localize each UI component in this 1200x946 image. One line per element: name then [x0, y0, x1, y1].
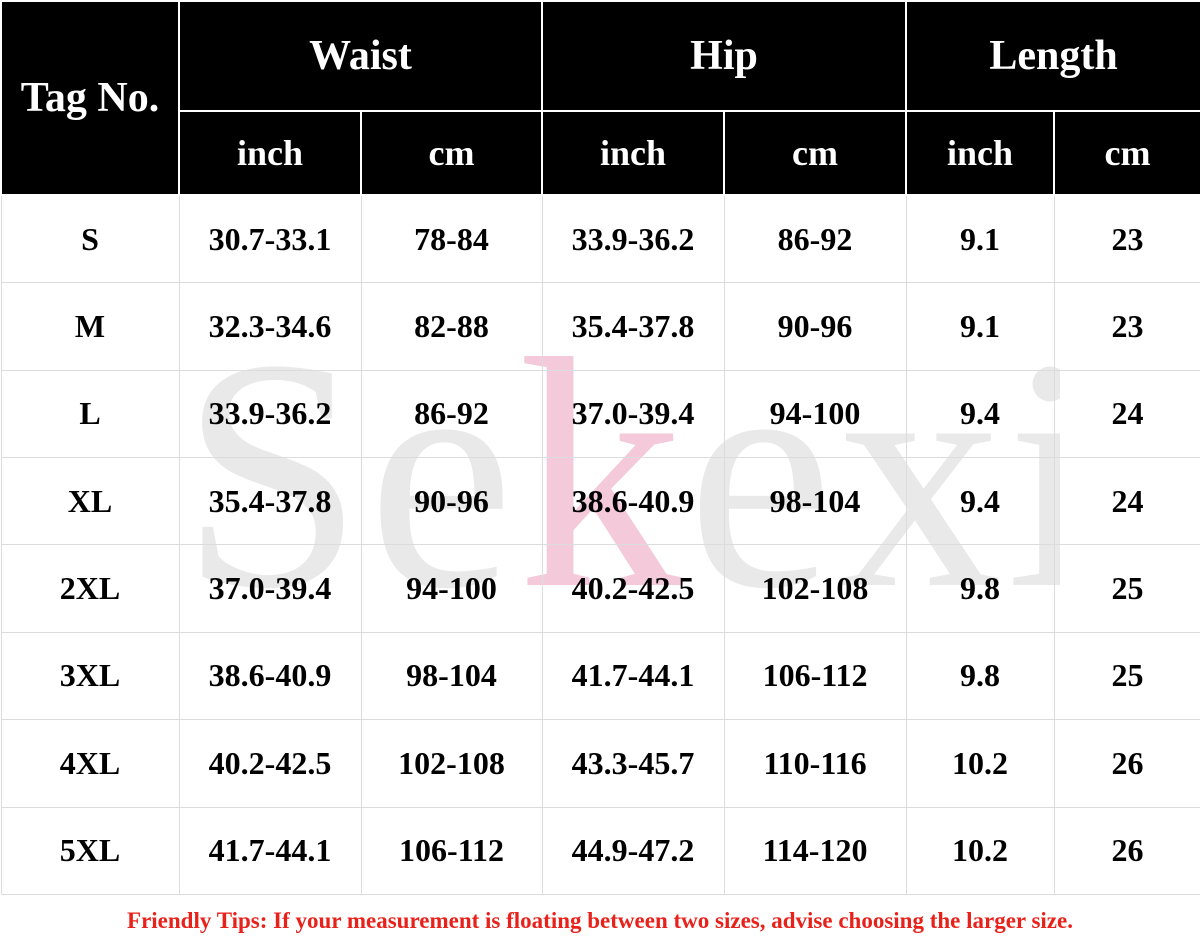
- table-row: XL 35.4-37.8 90-96 38.6-40.9 98-104 9.4 …: [0, 457, 1200, 546]
- table-row: 3XL 38.6-40.9 98-104 41.7-44.1 106-112 9…: [0, 631, 1200, 721]
- length-cm-cell: 26: [1053, 719, 1200, 808]
- waist-cm-cell: 82-88: [360, 282, 543, 371]
- length-cm-cell: 25: [1053, 631, 1200, 721]
- hip-inch-header: inch: [541, 110, 725, 196]
- waist-header: Waist: [178, 0, 543, 112]
- tag-no-header: Tag No.: [0, 0, 180, 196]
- hip-cm-cell: 86-92: [723, 194, 907, 284]
- length-inch-header: inch: [905, 110, 1056, 196]
- length-cm-cell: 26: [1053, 806, 1200, 896]
- hip-inch-cell: 43.3-45.7: [541, 719, 725, 808]
- length-inch-cell: 9.4: [905, 369, 1055, 459]
- table-row: 2XL 37.0-39.4 94-100 40.2-42.5 102-108 9…: [0, 544, 1200, 633]
- table-row: 4XL 40.2-42.5 102-108 43.3-45.7 110-116 …: [0, 719, 1200, 808]
- waist-inch-cell: 40.2-42.5: [178, 719, 362, 808]
- hip-inch-cell: 35.4-37.8: [541, 282, 725, 371]
- length-cm-cell: 25: [1053, 544, 1200, 633]
- hip-inch-cell: 40.2-42.5: [541, 544, 725, 633]
- length-cm-header: cm: [1053, 110, 1200, 196]
- table-header: Tag No. Waist Hip Length inch cm inch cm…: [0, 0, 1200, 196]
- waist-inch-cell: 38.6-40.9: [178, 631, 362, 721]
- waist-cm-cell: 102-108: [360, 719, 543, 808]
- length-inch-cell: 9.8: [905, 631, 1055, 721]
- waist-cm-cell: 86-92: [360, 369, 543, 459]
- waist-inch-cell: 37.0-39.4: [178, 544, 362, 633]
- length-cm-cell: 23: [1053, 282, 1200, 371]
- length-header: Length: [905, 0, 1200, 112]
- table-row: 5XL 41.7-44.1 106-112 44.9-47.2 114-120 …: [0, 806, 1200, 896]
- hip-cm-cell: 90-96: [723, 282, 907, 371]
- length-cm-cell: 23: [1053, 194, 1200, 284]
- length-inch-cell: 10.2: [905, 806, 1055, 896]
- length-inch-cell: 9.1: [905, 194, 1055, 284]
- hip-inch-cell: 41.7-44.1: [541, 631, 725, 721]
- waist-inch-cell: 30.7-33.1: [178, 194, 362, 284]
- length-cm-cell: 24: [1053, 457, 1200, 546]
- waist-inch-header: inch: [178, 110, 362, 196]
- tag-cell: 5XL: [0, 806, 180, 896]
- table-row: S 30.7-33.1 78-84 33.9-36.2 86-92 9.1 23: [0, 194, 1200, 284]
- waist-inch-cell: 35.4-37.8: [178, 457, 362, 546]
- hip-inch-cell: 33.9-36.2: [541, 194, 725, 284]
- hip-inch-cell: 38.6-40.9: [541, 457, 725, 546]
- hip-cm-cell: 102-108: [723, 544, 907, 633]
- hip-cm-cell: 106-112: [723, 631, 907, 721]
- waist-cm-cell: 94-100: [360, 544, 543, 633]
- hip-cm-header: cm: [722, 110, 908, 196]
- tag-cell: L: [0, 369, 180, 459]
- length-inch-cell: 9.8: [905, 544, 1055, 633]
- tag-cell: 4XL: [0, 719, 180, 808]
- tag-cell: M: [0, 282, 180, 371]
- size-chart-table: Tag No. Waist Hip Length inch cm inch cm…: [0, 0, 1200, 896]
- tag-cell: XL: [0, 457, 180, 546]
- table-body: S 30.7-33.1 78-84 33.9-36.2 86-92 9.1 23…: [0, 194, 1200, 896]
- friendly-tips-note: Friendly Tips: If your measurement is fl…: [127, 907, 1073, 933]
- tag-cell: 2XL: [0, 544, 180, 633]
- waist-inch-cell: 33.9-36.2: [178, 369, 362, 459]
- hip-cm-cell: 94-100: [723, 369, 907, 459]
- waist-inch-cell: 41.7-44.1: [178, 806, 362, 896]
- tag-cell: S: [0, 194, 180, 284]
- tag-cell: 3XL: [0, 631, 180, 721]
- hip-cm-cell: 98-104: [723, 457, 907, 546]
- table-row: L 33.9-36.2 86-92 37.0-39.4 94-100 9.4 2…: [0, 369, 1200, 459]
- waist-cm-cell: 106-112: [360, 806, 543, 896]
- waist-inch-cell: 32.3-34.6: [178, 282, 362, 371]
- waist-cm-cell: 78-84: [360, 194, 543, 284]
- length-cm-cell: 24: [1053, 369, 1200, 459]
- waist-cm-header: cm: [360, 110, 543, 196]
- hip-inch-cell: 44.9-47.2: [541, 806, 725, 896]
- table-row: M 32.3-34.6 82-88 35.4-37.8 90-96 9.1 23: [0, 282, 1200, 371]
- hip-cm-cell: 114-120: [723, 806, 907, 896]
- hip-header: Hip: [540, 0, 908, 112]
- length-inch-cell: 9.4: [905, 457, 1055, 546]
- length-inch-cell: 9.1: [905, 282, 1055, 371]
- waist-cm-cell: 98-104: [360, 631, 543, 721]
- hip-cm-cell: 110-116: [723, 719, 907, 808]
- hip-inch-cell: 37.0-39.4: [541, 369, 725, 459]
- waist-cm-cell: 90-96: [360, 457, 543, 546]
- length-inch-cell: 10.2: [905, 719, 1055, 808]
